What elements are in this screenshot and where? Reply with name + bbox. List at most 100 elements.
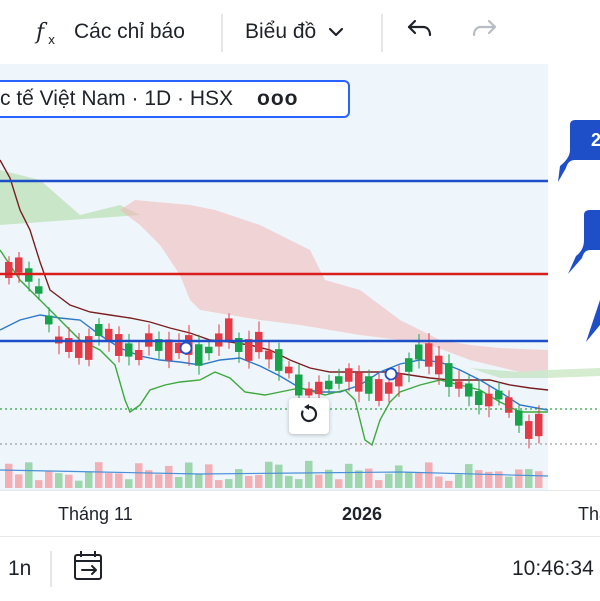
price-tag-label: 2 (591, 130, 600, 150)
calendar-range-icon (72, 549, 106, 589)
volume-bar (255, 474, 263, 488)
candle-body (265, 350, 273, 360)
volume-bar (295, 479, 303, 488)
candle-body (455, 381, 463, 389)
candle-body (315, 381, 323, 395)
candle-body (375, 379, 383, 401)
bottom-bar: 1n 10:46:34 (0, 536, 600, 601)
candle-body (525, 421, 533, 439)
candle-body (395, 373, 403, 387)
volume-bar (195, 473, 203, 488)
volume-bar (315, 474, 323, 488)
candle-body (325, 380, 333, 390)
volume-bar (155, 474, 163, 488)
volume-bar (285, 475, 293, 488)
candle-body (405, 358, 413, 372)
volume-bar (485, 471, 493, 488)
date-range-button[interactable] (72, 537, 106, 601)
volume-bar (95, 462, 103, 488)
volume-bar (455, 474, 463, 488)
candle-body (95, 324, 103, 336)
volume-bar (175, 476, 183, 488)
price-chart[interactable]: 2 c tế Việt Nam · 1D · HSX ooo (0, 64, 600, 490)
volume-bar (445, 480, 453, 488)
candle-body (285, 366, 293, 374)
interval-label: 1n (8, 557, 32, 580)
volume-bar (325, 469, 333, 488)
undo-button[interactable] (406, 0, 434, 64)
candle-body (445, 363, 453, 387)
candle-body (65, 338, 73, 352)
candle-body (435, 355, 443, 375)
volume-bar (475, 470, 483, 488)
volume-bar (435, 476, 443, 488)
volume-bar (45, 471, 53, 488)
chart-canvas[interactable]: 2 (0, 64, 600, 490)
candle-body (105, 328, 113, 342)
indicators-label: Các chỉ báo (74, 20, 185, 43)
candle-body (425, 343, 433, 367)
price-tag-top (558, 120, 600, 182)
redo-button[interactable] (470, 0, 498, 64)
candle-body (165, 339, 173, 361)
redo-icon (470, 17, 498, 47)
candle-body (415, 344, 423, 360)
more-options-icon[interactable]: ooo (257, 87, 299, 110)
candle-body (505, 397, 513, 413)
toolbar-divider (381, 14, 383, 52)
price-tags[interactable]: 2 (558, 120, 600, 342)
volume-bar (385, 473, 393, 488)
candle-body (485, 393, 493, 407)
candle-body (85, 336, 93, 360)
toolbar-divider (221, 14, 223, 52)
lagging-span (0, 249, 548, 447)
volume-bar (215, 480, 223, 488)
volume-bar (225, 479, 233, 488)
volume-bar (415, 472, 423, 488)
candle-body (135, 349, 143, 361)
candle-body (15, 257, 23, 273)
volume-bar (5, 463, 13, 488)
volume-bar (505, 476, 513, 488)
volume-bar (335, 479, 343, 488)
volume-bar (25, 462, 33, 488)
volume-bar (55, 473, 63, 488)
candle-body (495, 390, 503, 400)
volume-bar (205, 464, 213, 488)
symbol-legend[interactable]: c tế Việt Nam · 1D · HSX ooo (0, 80, 350, 118)
candle-body (515, 410, 523, 426)
volume-bar (525, 469, 533, 488)
candle-body (355, 372, 363, 392)
volume-bar (495, 471, 503, 488)
volume-bar (125, 479, 133, 488)
ichimoku-cloud (0, 170, 600, 378)
svg-text:f: f (34, 20, 48, 45)
line-anchor-point (179, 341, 193, 355)
volume-bar (65, 474, 73, 488)
reset-icon (298, 403, 320, 430)
candle-body (275, 349, 283, 371)
xaxis-month-label: Tháng 11 (58, 504, 133, 524)
volume-bar (425, 462, 433, 488)
volume-bar (185, 462, 193, 488)
volume-ma-line (0, 469, 549, 477)
price-tag-bottom (586, 300, 600, 342)
reset-chart-button[interactable] (289, 398, 329, 434)
volume-bar (265, 461, 273, 488)
interval-button[interactable]: 1n (8, 537, 31, 601)
candle-body (305, 388, 313, 396)
candle-body (475, 391, 483, 405)
time-axis[interactable]: Tháng 11 2026 Thá (0, 490, 600, 536)
volume-bar (305, 460, 313, 488)
candle-body (225, 318, 233, 342)
xaxis-next-label: Thá (578, 504, 600, 524)
candle-body (75, 342, 83, 358)
volume-bar (395, 465, 403, 488)
volume-bar (145, 470, 153, 488)
chart-type-dropdown[interactable]: Biểu đồ (245, 0, 344, 64)
candle-body (125, 343, 133, 357)
candle-body (535, 413, 543, 437)
